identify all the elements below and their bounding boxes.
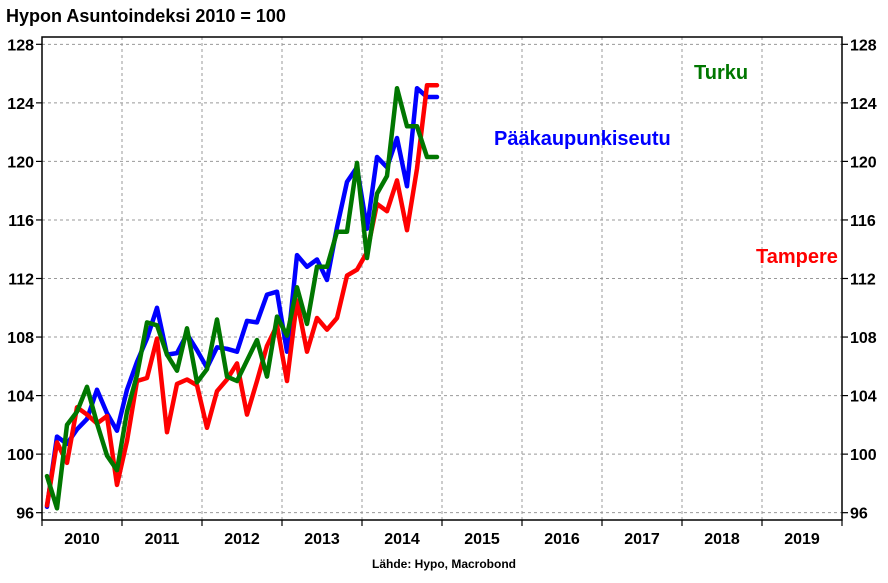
x-axis: 2010 2011 2012 2013 2014 2015 2016 2017 2018 2019	[41, 520, 843, 548]
x-tick-label: 2014	[384, 531, 420, 548]
y-tick-label: 116	[850, 213, 876, 230]
y-tick-label: 128	[7, 37, 34, 54]
x-tick-label: 2017	[624, 531, 660, 548]
x-tick-label: 2013	[304, 531, 340, 548]
y-tick-label: 96	[850, 506, 868, 523]
y-tick-label: 124	[850, 96, 877, 113]
y-tick-label: 100	[7, 447, 34, 464]
y-tick-label: 120	[7, 154, 34, 171]
y-axis-right: 96 100 104 108 112 116 120 124 128	[842, 37, 877, 523]
y-tick-label: 104	[850, 389, 877, 406]
x-tick-label: 2016	[544, 531, 580, 548]
y-axis-left: 96 100 104 108 112 116 120 124 128	[7, 37, 42, 523]
series-lines	[44, 83, 440, 511]
y-tick-label: 108	[850, 330, 877, 347]
x-tick-label: 2019	[784, 531, 820, 548]
x-tick-label: 2012	[224, 531, 260, 548]
x-tick-label: 2015	[464, 531, 500, 548]
x-tick-label: 2018	[704, 531, 740, 548]
series-line-paakaupunkiseutu	[44, 85, 440, 510]
y-tick-label: 96	[16, 506, 34, 523]
chart-title: Hypon Asuntoindeksi 2010 = 100	[6, 6, 286, 26]
y-tick-label: 108	[7, 330, 34, 347]
y-tick-label: 104	[7, 389, 34, 406]
y-tick-label: 124	[7, 96, 34, 113]
y-tick-label: 120	[850, 154, 877, 171]
y-tick-label: 116	[8, 213, 34, 230]
series-label-paakaupunkiseutu: Pääkaupunkiseutu	[494, 128, 671, 150]
series-label-turku: Turku	[694, 62, 748, 84]
y-tick-label: 128	[850, 37, 877, 54]
grid-lines	[42, 37, 842, 520]
x-tick-label: 2010	[64, 531, 100, 548]
y-tick-label: 100	[850, 447, 877, 464]
x-tick-label: 2011	[145, 531, 180, 548]
series-line-tampere	[44, 83, 440, 508]
y-tick-label: 112	[8, 272, 34, 289]
y-tick-label: 112	[850, 272, 876, 289]
source-note: Lähde: Hypo, Macrobond	[372, 557, 516, 571]
series-line-turku	[44, 85, 440, 511]
series-label-tampere: Tampere	[756, 246, 838, 268]
